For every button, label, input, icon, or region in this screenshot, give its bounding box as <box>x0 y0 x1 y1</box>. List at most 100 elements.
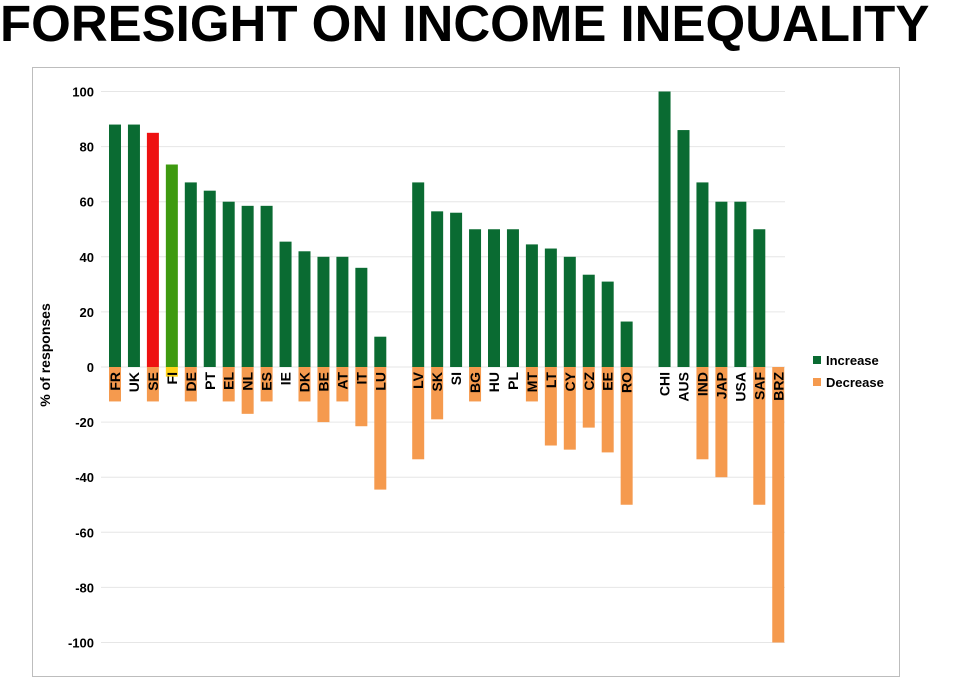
bar-increase-at <box>336 256 349 367</box>
bar-decrease-fr <box>109 367 121 402</box>
category-label-hu: HU <box>486 372 502 392</box>
bars <box>109 91 785 643</box>
category-label-pt: PT <box>202 372 218 390</box>
bar-decrease-be <box>317 367 330 423</box>
category-label-fi: FI <box>164 372 180 384</box>
bar-increase-nl <box>241 205 254 367</box>
bar-increase-bg <box>469 229 482 367</box>
y-tick-label: 20 <box>80 305 94 320</box>
category-label-chi: CHI <box>657 372 673 396</box>
bar-increase-pl <box>506 229 519 367</box>
category-label-jap: JAP <box>713 372 729 399</box>
bar-increase-fi <box>165 164 178 367</box>
bar-increase-aus <box>677 130 690 367</box>
y-tick-label: 60 <box>80 195 94 210</box>
bar-decrease-de <box>184 367 197 402</box>
category-label-cy: CY <box>562 371 578 391</box>
legend-swatch-decrease <box>813 378 821 386</box>
category-label-nl: NL <box>240 372 256 391</box>
bar-increase-si <box>450 212 463 367</box>
legend-swatch-increase <box>813 356 821 364</box>
category-label-pl: PL <box>505 372 521 390</box>
bar-decrease-dk <box>298 367 311 402</box>
bar-decrease-cz <box>582 367 595 428</box>
category-label-ee: EE <box>600 372 616 391</box>
y-tick-label: 0 <box>87 360 94 375</box>
category-label-ind: IND <box>694 372 710 396</box>
bar-increase-pt <box>203 190 216 367</box>
bar-increase-fr <box>109 124 121 367</box>
y-tick-label: 80 <box>80 140 94 155</box>
bar-decrease-saf <box>753 367 766 505</box>
category-label-be: BE <box>315 372 331 391</box>
bar-decrease-jap <box>715 367 728 478</box>
bar-decrease-cy <box>563 367 576 450</box>
category-label-de: DE <box>183 372 199 391</box>
legend-label-decrease: Decrease <box>826 375 884 390</box>
category-label-el: EL <box>221 372 237 390</box>
category-label-brz: BRZ <box>770 372 786 401</box>
category-label-si: SI <box>448 372 464 385</box>
bar-increase-de <box>184 182 197 367</box>
bar-increase-se <box>146 132 159 367</box>
bar-increase-ind <box>696 182 709 367</box>
bar-increase-cy <box>563 256 576 367</box>
bar-increase-lt <box>544 248 557 367</box>
category-label-usa: USA <box>732 372 748 402</box>
category-label-dk: DK <box>297 372 313 392</box>
bar-decrease-lt <box>544 367 557 446</box>
category-label-at: AT <box>334 372 350 390</box>
y-tick-label: -20 <box>75 415 94 430</box>
bar-increase-ee <box>601 281 614 367</box>
bar-increase-el <box>222 201 235 367</box>
category-label-sk: SK <box>429 372 445 391</box>
category-label-cz: CZ <box>581 372 597 391</box>
legend-label-increase: Increase <box>826 353 879 368</box>
category-label-saf: SAF <box>751 372 767 400</box>
chart-title: FORESIGHT ON INCOME INEQUALITY <box>0 0 930 52</box>
bar-increase-ro <box>620 321 633 367</box>
category-label-lt: LT <box>543 372 559 389</box>
bar-decrease-sk <box>431 367 444 420</box>
bar-increase-es <box>260 205 273 367</box>
bar-increase-ie <box>279 241 292 367</box>
y-tick-label: 100 <box>72 85 94 100</box>
bar-decrease-it <box>355 367 368 427</box>
category-label-es: ES <box>259 372 275 391</box>
category-label-fr: FR <box>107 372 123 391</box>
y-axis-label: % of responses <box>37 303 53 407</box>
bar-decrease-el <box>222 367 235 402</box>
y-tick-label: -60 <box>75 525 94 540</box>
bar-increase-jap <box>715 201 728 367</box>
bar-chart: 100 80 60 40 20 0 -20 -40 -60 -80 -100 FR UK SE FI DE P… <box>37 85 884 651</box>
y-tick-label: -80 <box>75 580 94 595</box>
category-label-ie: IE <box>278 372 294 385</box>
y-tick-labels: 100 80 60 40 20 0 -20 -40 -60 -80 -100 <box>68 85 94 651</box>
bar-decrease-ro <box>620 367 633 505</box>
category-label-aus: AUS <box>676 372 692 402</box>
y-tick-label: 40 <box>80 250 94 265</box>
bar-increase-be <box>317 256 330 367</box>
bar-decrease-ee <box>601 367 614 453</box>
y-tick-label: -40 <box>75 470 94 485</box>
bar-increase-dk <box>298 251 311 367</box>
bar-increase-sk <box>431 211 444 367</box>
bar-increase-saf <box>753 229 766 367</box>
bar-increase-it <box>355 267 368 367</box>
bar-increase-uk <box>127 124 140 367</box>
bar-decrease-mt <box>525 367 538 402</box>
bar-increase-lv <box>412 182 425 367</box>
category-label-uk: UK <box>126 372 142 392</box>
bar-decrease-at <box>336 367 349 402</box>
category-label-ro: RO <box>619 372 635 393</box>
bar-decrease-lu <box>374 367 387 490</box>
y-tick-label: -100 <box>68 636 94 651</box>
category-label-lv: LV <box>410 371 426 389</box>
bar-decrease-lv <box>412 367 425 460</box>
category-labels: FR UK SE FI DE PT EL NL ES IE DK BE AT IT LU LV SK SI BG HU… <box>107 371 786 401</box>
bar-increase-lu <box>374 336 387 367</box>
bar-increase-chi <box>658 91 671 367</box>
bar-decrease-bg <box>469 367 482 402</box>
bar-increase-mt <box>525 244 538 367</box>
bar-decrease-brz <box>772 367 785 643</box>
